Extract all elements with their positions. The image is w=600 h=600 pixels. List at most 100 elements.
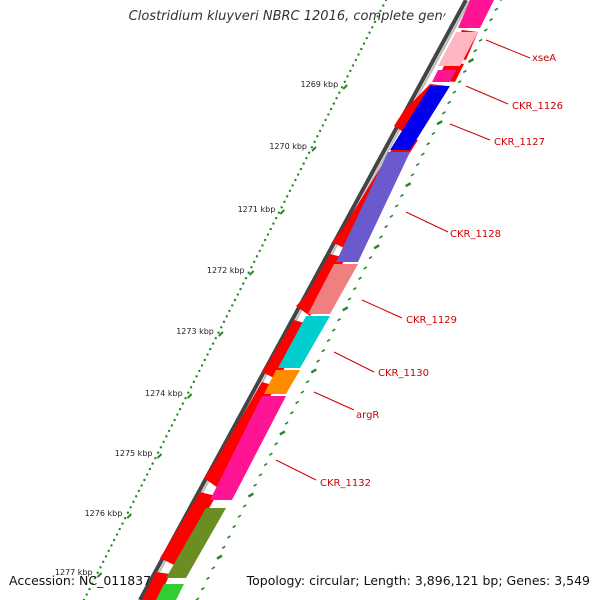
gene-leader-line — [333, 351, 375, 373]
ruler-dot — [93, 576, 97, 580]
inner-tick — [227, 535, 231, 539]
ruler-label: 1276 kbp — [85, 509, 123, 518]
ruler-dot — [151, 462, 154, 465]
ruler-dot — [110, 544, 113, 547]
inner-tick — [431, 131, 436, 136]
inner-tick — [242, 504, 247, 508]
forward-gene-arrow — [142, 572, 170, 600]
ruler-dot — [338, 91, 341, 94]
inner-tick — [211, 566, 216, 570]
inner-tick — [206, 576, 210, 580]
inner-tick — [452, 90, 457, 94]
inner-tick — [200, 586, 205, 591]
ruler-dot — [349, 69, 352, 73]
ruler-dot — [154, 456, 157, 460]
inner-tick — [347, 297, 352, 301]
ruler-dot — [107, 549, 110, 553]
gene-block — [438, 32, 478, 66]
ruler-dot — [209, 347, 212, 351]
inner-tick — [247, 492, 255, 498]
gene-block — [458, 0, 494, 28]
ruler-dot — [244, 276, 248, 280]
map-title: Clostridium kluyveri NBRC 12016, complet… — [128, 9, 472, 24]
ruler-dot — [296, 173, 300, 176]
inner-tick — [295, 400, 300, 405]
inner-tick — [467, 57, 475, 64]
gene-label: xseA — [532, 53, 556, 64]
ruler-major-tick — [126, 513, 133, 519]
ruler-dot — [384, 0, 388, 2]
inner-tick — [379, 235, 383, 239]
inner-tick — [305, 380, 310, 384]
inner-tick — [489, 18, 493, 22]
inner-tick — [394, 204, 399, 208]
ruler-dot — [362, 42, 366, 45]
ruler-dot — [264, 238, 267, 242]
ruler-dot — [329, 107, 333, 111]
ruler-dot — [176, 413, 179, 416]
ruler-dot — [335, 96, 338, 100]
ruler-dot — [285, 195, 289, 198]
ruler-dot — [91, 582, 94, 585]
gene-block — [432, 70, 456, 82]
inner-tick — [258, 473, 263, 477]
inner-tick — [310, 368, 317, 374]
inner-tick — [316, 359, 320, 363]
ruler-major-tick — [342, 84, 348, 90]
inner-tick — [368, 255, 373, 260]
inner-tick — [415, 162, 420, 167]
ruler-dot — [288, 189, 292, 193]
gene-block-track — [156, 0, 494, 600]
ruler-dot — [351, 64, 355, 67]
inner-tick — [478, 38, 483, 43]
inner-tick — [342, 306, 349, 312]
ruler-dot — [302, 162, 305, 165]
ruler-dot — [148, 467, 152, 471]
ruler-dot — [170, 424, 174, 427]
ruler-dot — [104, 555, 108, 558]
ruler-dot — [239, 287, 242, 291]
ruler-dot — [211, 342, 215, 345]
inner-tick — [436, 120, 443, 126]
gene-label: CKR_1127 — [494, 137, 545, 148]
inner-tick — [473, 49, 478, 53]
ruler-dot — [167, 429, 171, 433]
gene-label: CKR_1129 — [406, 315, 457, 326]
inner-tick — [331, 328, 336, 332]
ruler-dot — [85, 593, 88, 596]
inner-tick — [494, 7, 499, 12]
inner-tick — [237, 514, 242, 518]
ruler-dot — [291, 184, 294, 187]
ruler-dot — [343, 80, 347, 84]
gene-label: CKR_1130 — [378, 368, 429, 379]
inner-tick — [447, 100, 452, 105]
ruler-dot — [88, 587, 91, 591]
gene-leader-line — [313, 391, 355, 411]
ruler-dot — [307, 151, 311, 154]
inner-tick — [420, 152, 425, 156]
ruler-dot — [357, 53, 360, 56]
ruler-dot — [321, 124, 325, 127]
ruler-label: 1270 kbp — [269, 142, 307, 151]
ruler-dot — [266, 233, 270, 236]
ruler-dot — [379, 9, 382, 13]
ruler-dot — [96, 571, 99, 574]
ruler-dot — [214, 336, 217, 340]
ruler-dot — [126, 511, 130, 514]
ruler-dot — [123, 516, 127, 520]
gene-block — [166, 508, 226, 578]
ruler-dot — [162, 440, 165, 444]
ruler-dot — [236, 293, 239, 296]
ruler-dot — [156, 451, 160, 454]
inner-tick — [337, 318, 341, 322]
ruler-label: 1269 kbp — [301, 80, 339, 89]
inner-tick — [399, 193, 404, 198]
ruler-dot — [242, 282, 245, 285]
ruler-dot — [283, 200, 286, 204]
ruler-dot — [340, 86, 344, 89]
gene-leader-line — [449, 123, 491, 141]
inner-tick — [279, 430, 286, 436]
ruler-label: 1274 kbp — [145, 389, 183, 398]
ruler-dot — [195, 375, 198, 378]
